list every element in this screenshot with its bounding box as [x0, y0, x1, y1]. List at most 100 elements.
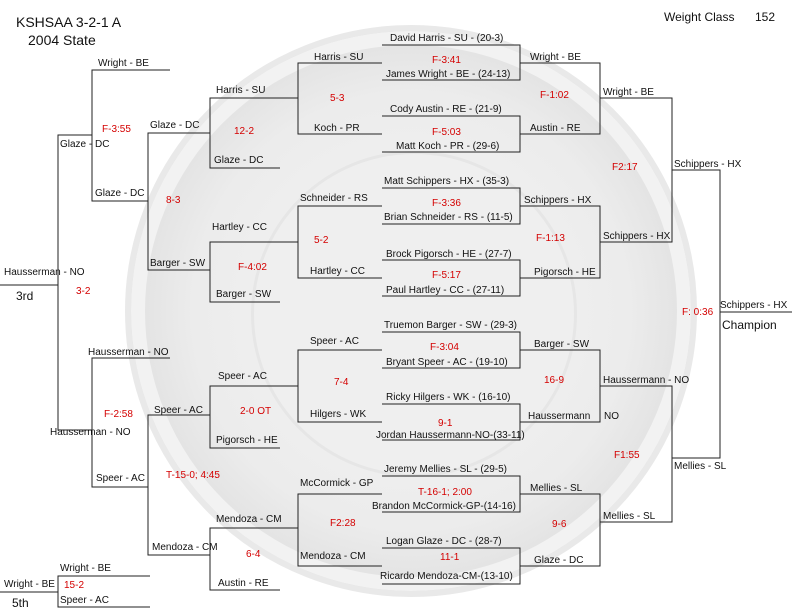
match-score: F-4:02: [238, 262, 267, 273]
consolation-entry: Barger - SW: [216, 289, 272, 300]
consolation-entry: Hilgers - WK: [310, 409, 367, 420]
quarter-winner: Mellies - SL: [530, 483, 583, 494]
consolation-entry: Mendoza - CM: [216, 514, 282, 525]
wrestler-entry: Brock Pigorsch - HE - (27-7): [386, 249, 512, 260]
match-score: 8-3: [166, 195, 181, 206]
match-score: F-5:17: [432, 270, 461, 281]
quarter-winner-school: NO: [604, 411, 619, 422]
wrestler-entry: James Wright - BE - (24-13): [386, 69, 511, 80]
match-score: F-3:04: [430, 342, 459, 353]
consolation-entry: Harris - SU: [216, 85, 266, 96]
match-score: 5-2: [314, 235, 329, 246]
background-seal: [125, 25, 697, 597]
wrestler-entry: Jeremy Mellies - SL - (29-5): [384, 464, 507, 475]
finalist: Mellies - SL: [674, 461, 727, 472]
match-score: F-5:03: [432, 127, 461, 138]
match-score: 5-3: [330, 93, 345, 104]
consolation-entry: McCormick - GP: [300, 478, 374, 489]
wrestler-entry: Brandon McCormick-GP-(14-16): [372, 501, 516, 512]
third-place-name: Hausserman - NO: [4, 267, 85, 278]
finalist: Schippers - HX: [674, 159, 742, 170]
match-score: F2:28: [330, 518, 356, 529]
match-score: 9-1: [438, 418, 453, 429]
quarter-winner: Schippers - HX: [524, 195, 592, 206]
weight-class-value: 152: [755, 10, 776, 24]
consolation-entry: Speer - AC: [218, 371, 267, 382]
match-score: F-3:55: [102, 124, 131, 135]
match-score: T-15-0; 4:45: [166, 470, 220, 481]
consolation-entry: Barger - SW: [150, 258, 206, 269]
quarter-winner: Glaze - DC: [534, 555, 584, 566]
wrestler-entry: Paul Hartley - CC - (27-11): [386, 285, 505, 296]
match-score: 11-1: [440, 552, 460, 563]
match-score: 16-9: [544, 375, 565, 386]
match-score: F-2:58: [104, 409, 133, 420]
champion-label: Champion: [722, 318, 777, 332]
semi-winner: Mellies - SL: [603, 511, 656, 522]
consolation-entry: Mendoza - CM: [152, 542, 218, 553]
consolation-entry: Pigorsch - HE: [216, 435, 278, 446]
match-score: T-16-1; 2:00: [418, 487, 472, 498]
fifth-place-name: Wright - BE: [4, 579, 55, 590]
match-score: 3-2: [76, 286, 91, 297]
semi-winner: Haussermann - NO: [603, 375, 690, 386]
quarter-winner: Haussermann: [528, 411, 591, 422]
seal-center: [251, 151, 577, 477]
consolation-entry: Glaze - DC: [60, 139, 110, 150]
wrestler-entry: David Harris - SU - (20-3): [390, 33, 504, 44]
wrestler-entry: Truemon Barger - SW - (29-3): [384, 320, 517, 331]
consolation-entry: Wright - BE: [60, 563, 111, 574]
match-score: 15-2: [64, 580, 85, 591]
consolation-entry: Hausserman - NO: [88, 347, 169, 358]
quarter-winner: Pigorsch - HE: [534, 267, 596, 278]
wrestler-entry: Jordan Haussermann-NO-(33-11): [376, 430, 525, 441]
consolation-entry: Hartley - CC: [310, 266, 366, 277]
tournament-title: KSHSAA 3-2-1 A: [16, 14, 122, 30]
match-score: F2:17: [612, 162, 638, 173]
champion-name: Schippers - HX: [720, 300, 788, 311]
match-score: F1:55: [614, 450, 640, 461]
wrestler-entry: Matt Koch - PR - (29-6): [396, 141, 500, 152]
consolation-entry: Schneider - RS: [300, 193, 368, 204]
third-place-label: 3rd: [16, 289, 34, 303]
consolation-entry: Wright - BE: [98, 58, 149, 69]
consolation-entry: Glaze - DC: [95, 188, 145, 199]
semi-winner: Wright - BE: [603, 87, 654, 98]
match-score: F-3:36: [432, 198, 461, 209]
wrestler-entry: Logan Glaze - DC - (28-7): [386, 536, 502, 547]
semi-winner: Schippers - HX: [603, 231, 671, 242]
match-score: F-1:13: [536, 233, 565, 244]
weight-class-label: Weight Class: [664, 10, 735, 24]
match-score: 12-2: [234, 126, 255, 137]
quarter-winner: Austin - RE: [530, 123, 581, 134]
consolation-entry: Glaze - DC: [150, 120, 200, 131]
consolation-entry: Harris - SU: [314, 52, 364, 63]
consolation-entry: Speer - AC: [310, 336, 359, 347]
consolation-entry: Hausserman - NO: [50, 427, 131, 438]
wrestler-entry: Bryant Speer - AC - (19-10): [386, 357, 508, 368]
match-score: 6-4: [246, 549, 261, 560]
wrestler-entry: Ricky Hilgers - WK - (16-10): [386, 392, 511, 403]
wrestler-entry: Ricardo Mendoza-CM-(13-10): [380, 571, 513, 582]
wrestler-entry: Brian Schneider - RS - (11-5): [384, 212, 513, 223]
quarter-winner: Wright - BE: [530, 52, 581, 63]
match-score: F-1:02: [540, 90, 569, 101]
consolation-entry: Austin - RE: [218, 578, 269, 589]
consolation-entry: Glaze - DC: [214, 155, 264, 166]
wrestler-entry: Matt Schippers - HX - (35-3): [384, 176, 510, 187]
consolation-entry: Mendoza - CM: [300, 551, 366, 562]
consolation-entry: Hartley - CC: [212, 222, 268, 233]
consolation-entry: Speer - AC: [96, 473, 145, 484]
match-score: F-3:41: [432, 55, 461, 66]
consolation-entry: Koch - PR: [314, 123, 360, 134]
consolation-entry: Speer - AC: [60, 595, 109, 606]
fifth-place-label: 5th: [12, 596, 29, 610]
match-score: 7-4: [334, 377, 349, 388]
match-score: 2-0 OT: [240, 406, 272, 417]
quarter-winner: Barger - SW: [534, 339, 590, 350]
tournament-year: 2004 State: [28, 32, 96, 48]
wrestler-entry: Cody Austin - RE - (21-9): [390, 104, 502, 115]
match-score: F: 0:36: [682, 307, 714, 318]
consolation-entry: Speer - AC: [154, 405, 203, 416]
